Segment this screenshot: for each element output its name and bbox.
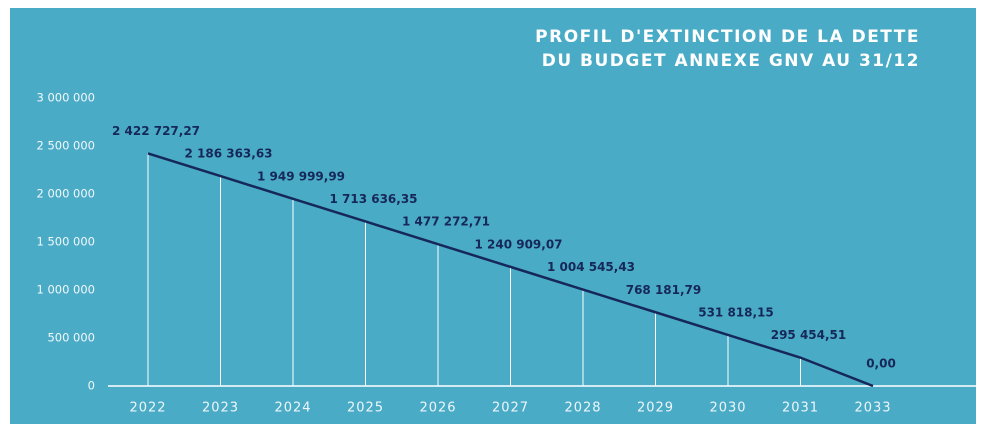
- y-tick-label: 1 500 000: [36, 235, 95, 249]
- data-label: 1 949 999,99: [257, 169, 345, 183]
- data-label: 1 477 272,71: [402, 215, 490, 229]
- line: [147, 152, 874, 388]
- y-tick-label: 3 000 000: [36, 91, 95, 105]
- data-label: 768 181,79: [626, 283, 702, 297]
- y-tick-label: 1 000 000: [36, 283, 95, 297]
- x-tick-label: 2024: [274, 401, 311, 416]
- x-tick-label: 2022: [129, 401, 166, 416]
- x-tick-label: 2026: [419, 401, 456, 416]
- data-label: 295 454,51: [771, 328, 847, 342]
- x-tick-label: 2033: [854, 401, 891, 416]
- x-tick-label: 2023: [202, 401, 239, 416]
- x-tick-label: 2030: [709, 401, 746, 416]
- x-tick-label: 2029: [637, 401, 674, 416]
- chart-title: PROFIL D'EXTINCTION DE LA DETTE: [535, 27, 920, 47]
- x-tick-label: 2025: [347, 401, 384, 416]
- data-label: 1 713 636,35: [329, 192, 417, 206]
- data-label: 1 240 909,07: [474, 237, 562, 251]
- y-tick-label: 2 500 000: [36, 139, 95, 153]
- x-tick-label: 2031: [782, 401, 819, 416]
- data-label: 2 186 363,63: [184, 147, 272, 161]
- chart-title: DU BUDGET ANNEXE GNV AU 31/12: [542, 51, 920, 71]
- y-tick-label: 2 000 000: [36, 187, 95, 201]
- x-tick-label: 2028: [564, 401, 601, 416]
- background: [10, 8, 976, 424]
- data-label: 2 422 727,27: [112, 124, 200, 138]
- y-tick-label: 0: [88, 379, 95, 393]
- data-label: 531 818,15: [698, 305, 774, 319]
- x-tick-label: 2027: [492, 401, 529, 416]
- data-label: 1 004 545,43: [547, 260, 635, 274]
- data-label: 0,00: [866, 357, 896, 371]
- y-tick-label: 500 000: [47, 331, 95, 345]
